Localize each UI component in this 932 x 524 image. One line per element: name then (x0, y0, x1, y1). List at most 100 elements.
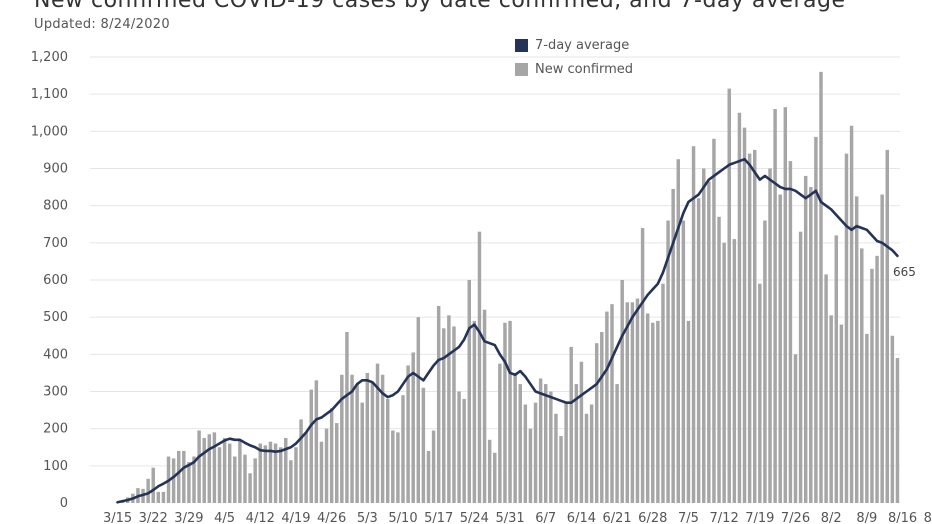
bar (696, 198, 701, 503)
x-tick-label: 3/15 (103, 511, 132, 524)
bar (854, 196, 859, 503)
y-tick-label: 0 (60, 496, 68, 511)
y-tick-label: 600 (43, 273, 68, 288)
x-tick-label: 6/28 (638, 511, 667, 524)
bar (895, 358, 900, 503)
bar (161, 491, 166, 503)
bar (370, 382, 375, 503)
y-tick-label: 200 (43, 422, 68, 437)
bar (722, 242, 726, 504)
x-tick-label: 4/12 (246, 511, 275, 524)
bar (752, 149, 757, 503)
bar (309, 389, 313, 503)
bar (712, 138, 716, 503)
bar (579, 361, 584, 503)
x-tick-label: 7/26 (781, 511, 810, 524)
last-value-label: 665 (893, 265, 916, 279)
bar (860, 248, 864, 503)
bar (671, 188, 675, 504)
bar (436, 306, 441, 503)
bar (268, 441, 273, 503)
bar (452, 326, 456, 503)
bar (340, 374, 344, 503)
bar (406, 365, 410, 503)
x-axis-labels: 3/15 3/22 3/29 4/5 4/12 4/19 4/26 5/3 5/10 5/17 5/… (103, 511, 932, 524)
x-tick-label: 4/5 (214, 511, 235, 524)
bar (849, 125, 854, 503)
y-tick-label: 700 (43, 236, 68, 251)
bar (294, 447, 298, 503)
annotations: 665 (893, 265, 916, 279)
bar (885, 149, 889, 503)
bar (549, 391, 553, 503)
bar (640, 227, 645, 503)
x-tick-label: 5/3 (357, 511, 378, 524)
x-tick-label: 5/31 (495, 511, 524, 524)
bar (411, 352, 415, 503)
bar (335, 423, 339, 503)
bar (207, 434, 212, 503)
bar (543, 384, 548, 503)
bar (202, 437, 206, 503)
x-tick-label: 7/5 (678, 511, 699, 524)
x-tick-label: 8/2 (821, 511, 842, 524)
bar (222, 437, 227, 503)
bar (803, 175, 808, 503)
bar-swatch-icon (515, 63, 528, 76)
bar (146, 478, 150, 503)
bar (197, 430, 201, 503)
bar (227, 443, 232, 503)
bar (620, 280, 624, 503)
bar (503, 322, 507, 503)
y-tick-label: 300 (43, 385, 68, 400)
legend-label-average: 7-day average (535, 38, 630, 53)
bar (691, 146, 696, 503)
bar (615, 384, 619, 503)
bar (263, 445, 268, 503)
y-tick-label: 500 (43, 310, 68, 325)
bar-series (115, 71, 900, 504)
bar (273, 443, 278, 503)
bar (217, 447, 222, 503)
bar (447, 315, 451, 503)
bar (528, 428, 533, 503)
bar (584, 413, 589, 503)
bar (396, 432, 400, 503)
bar (171, 458, 176, 503)
legend-label-confirmed: New confirmed (535, 62, 634, 77)
x-tick-label: 7/19 (745, 511, 774, 524)
bar (554, 413, 558, 503)
legend-item-average[interactable]: 7-day average (515, 38, 629, 53)
bar (314, 380, 319, 503)
bar (457, 391, 461, 503)
bar (304, 432, 308, 503)
bar (574, 384, 579, 503)
bar (391, 430, 395, 503)
bar (686, 320, 691, 503)
bar (253, 458, 257, 503)
bar (518, 384, 522, 503)
bar (151, 467, 155, 503)
x-tick-label: 6/21 (602, 511, 631, 524)
y-tick-label: 1,200 (31, 50, 68, 65)
bar (747, 153, 752, 503)
bar (477, 231, 482, 503)
bar (814, 136, 818, 504)
bar (645, 313, 650, 503)
bar (289, 460, 293, 503)
bar (482, 309, 487, 503)
bar (360, 402, 364, 503)
bar (778, 194, 782, 503)
bar (788, 161, 793, 504)
x-tick-label: 4/19 (281, 511, 310, 524)
bar (681, 220, 686, 504)
bar (605, 311, 609, 503)
bar (462, 398, 466, 503)
updated-date: Updated: 8/24/2020 (34, 17, 170, 32)
bar (793, 354, 798, 503)
bar (487, 439, 492, 503)
legend-item-confirmed[interactable]: New confirmed (515, 62, 633, 77)
bar (329, 408, 334, 503)
bar (676, 159, 680, 504)
